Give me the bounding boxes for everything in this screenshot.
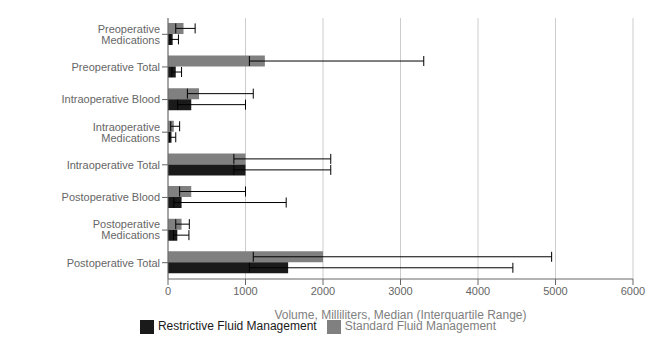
html-text:Standard Fluid Management: Standard Fluid Management: [344, 319, 497, 333]
svg-text:0: 0: [165, 285, 171, 297]
svg-text:1000: 1000: [233, 285, 257, 297]
svg-text:Volume, Milliliters, Median (I: Volume, Milliliters, Median (Interquarti…: [274, 308, 526, 322]
svg-text:Intraoperative Total: Intraoperative Total: [67, 159, 160, 171]
svg-text:2000: 2000: [311, 285, 335, 297]
svg-text:PostoperativeMedications: PostoperativeMedications: [93, 218, 161, 241]
html-text:Restrictive Fluid Management: Restrictive Fluid Management: [157, 319, 317, 333]
svg-text:6000: 6000: [621, 285, 645, 297]
svg-text:IntraoperativeMedications: IntraoperativeMedications: [93, 121, 161, 144]
svg-text:3000: 3000: [388, 285, 412, 297]
svg-text:Postoperative Total: Postoperative Total: [67, 257, 160, 269]
svg-text:PreoperativeMedications: PreoperativeMedications: [98, 23, 161, 46]
svg-text:4000: 4000: [466, 285, 490, 297]
svg-text:5000: 5000: [543, 285, 567, 297]
svg-text:Postoperative Blood: Postoperative Blood: [62, 191, 160, 203]
svg-text:Intraoperative Blood: Intraoperative Blood: [62, 93, 160, 105]
svg-text:Preoperative Total: Preoperative Total: [72, 61, 160, 73]
